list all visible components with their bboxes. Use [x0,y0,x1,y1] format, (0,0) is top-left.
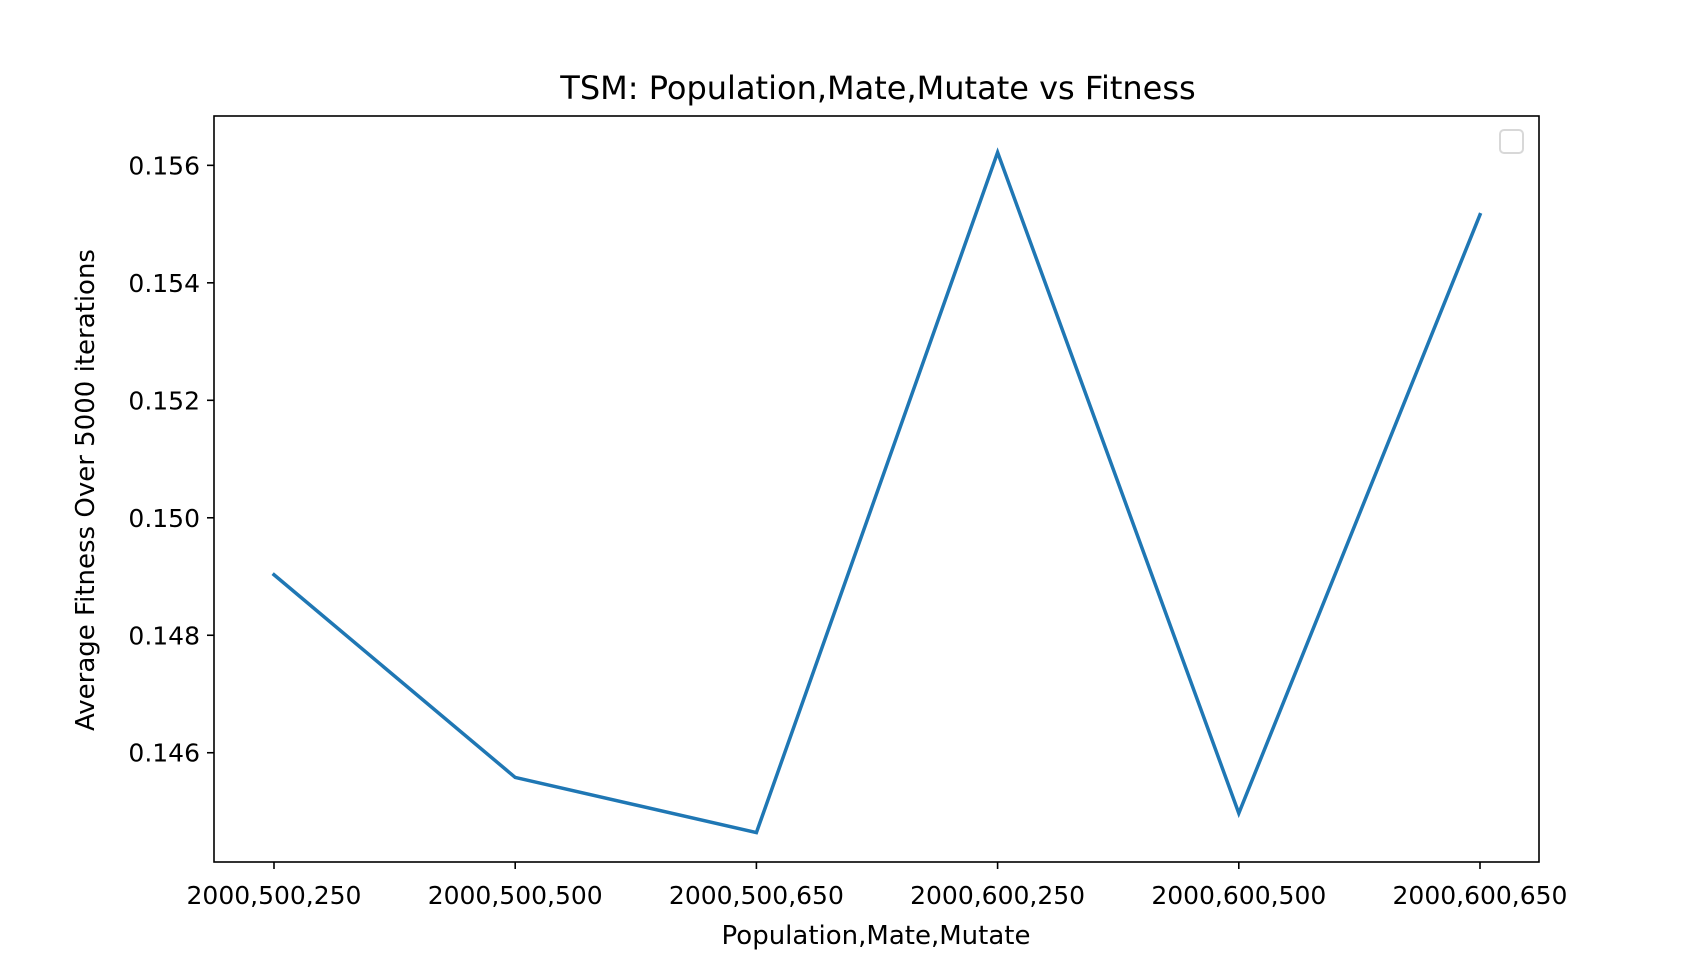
y-axis-label: Average Fitness Over 5000 iterations [71,249,101,731]
x-tick-label: 2000,500,250 [187,881,362,910]
x-tick-label: 2000,600,500 [1151,881,1326,910]
y-tick-label: 0.146 [128,739,200,768]
y-tick-label: 0.154 [128,269,200,298]
x-axis-ticks: 2000,500,250 2000,500,500 2000,500,650 2000… [187,862,1568,910]
y-tick-label: 0.148 [128,621,200,650]
y-tick-label: 0.156 [128,151,200,180]
x-tick-label: 2000,600,250 [910,881,1085,910]
x-tick-label: 2000,500,500 [428,881,603,910]
y-tick-label: 0.150 [128,504,200,533]
x-tick-label: 2000,500,650 [669,881,844,910]
x-tick-label: 2000,600,650 [1393,881,1568,910]
series-line [271,147,1483,835]
chart-title: TSM: Population,Mate,Mutate vs Fitness [559,69,1195,107]
y-axis-ticks: 0.146 0.148 0.150 0.152 0.154 0.156 [128,151,214,768]
legend-box [1499,129,1524,154]
plot-frame [213,115,1540,863]
series-points [273,152,1481,833]
x-axis-label: Population,Mate,Mutate [722,921,1031,951]
y-tick-label: 0.152 [128,386,200,415]
